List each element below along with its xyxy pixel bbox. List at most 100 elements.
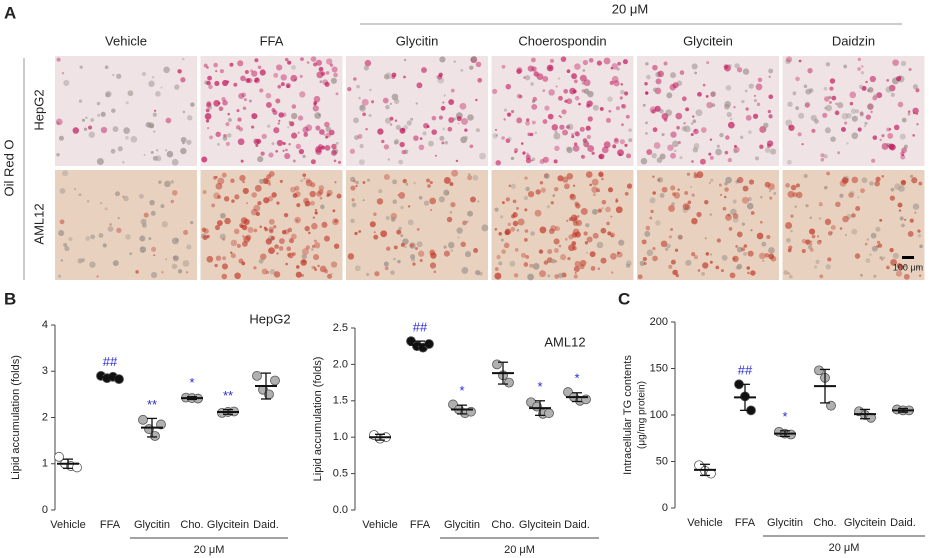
cell [145,121,152,128]
cell [787,272,790,275]
cell [829,86,834,91]
cell [527,191,535,198]
cell [514,150,517,154]
cell [354,231,358,236]
cell [851,228,858,235]
cell [434,154,437,157]
cell [582,138,588,143]
cell [280,74,287,81]
cell [756,102,761,107]
cell [720,269,724,273]
cell [798,59,802,63]
cell [590,266,596,271]
cell [319,265,327,273]
cell [430,252,437,259]
cell [783,270,789,275]
cell [319,129,325,135]
cell [362,112,366,117]
cell [330,261,338,268]
cell [219,69,224,74]
cell [801,248,806,254]
cell [837,151,841,155]
cell [792,91,797,96]
cell [100,126,108,134]
cell [597,189,600,193]
cell [601,199,607,205]
cell [563,183,570,190]
cell [461,117,469,125]
cell [242,180,245,184]
cell [135,270,139,274]
significance: ** [147,397,157,412]
cell [582,59,588,66]
cell [166,150,174,158]
cell [693,255,698,260]
cell [429,262,437,269]
cell [794,205,797,208]
cell [869,75,876,83]
cell [410,117,414,121]
cell [534,131,537,135]
cell [449,211,453,214]
cell [419,258,423,263]
cell [356,84,361,89]
cell [291,132,298,139]
cell [318,185,325,191]
cell [510,226,516,232]
cell [557,175,564,182]
cell [610,215,613,218]
cell [798,112,805,119]
cell [303,177,306,180]
cell [161,271,164,274]
cell [260,151,265,156]
cell [877,243,883,248]
cell [308,231,311,235]
x-tick-label: Cho. [491,519,514,531]
cell [814,265,818,269]
cell [747,196,752,202]
y-tick-label: 1.0 [333,431,348,443]
cell [287,126,290,129]
cell [715,148,722,156]
cell [397,259,401,264]
cell [708,181,711,184]
cell [795,183,801,188]
cell [652,87,658,92]
cell [268,218,275,225]
cell [174,256,178,260]
cell [911,177,918,184]
cell [98,232,104,238]
cell [177,69,182,74]
cell [222,256,227,261]
cell [516,229,520,232]
cell [672,192,676,196]
cell [305,179,313,187]
cell [380,230,388,238]
cell [170,180,175,184]
cell [238,92,245,99]
cell [287,227,293,233]
cell [383,173,390,181]
cell [855,205,861,212]
cell [284,152,291,160]
x-tick-label: Daid. [253,519,279,531]
cell [591,151,595,155]
cell [389,102,392,105]
cell [875,176,881,182]
cell [735,245,738,248]
cell [849,91,857,99]
cell [181,57,185,61]
y-tick-label: 2.0 [333,358,348,370]
cell [591,186,598,193]
cell [320,71,326,76]
cell [301,253,307,260]
cell [585,223,590,228]
cell [531,103,538,110]
y-tick-label: 50 [656,455,668,467]
cell [748,179,755,185]
cell [912,203,920,210]
cell [645,225,651,231]
cell [279,179,283,183]
cell [827,231,833,236]
cell [652,191,656,195]
